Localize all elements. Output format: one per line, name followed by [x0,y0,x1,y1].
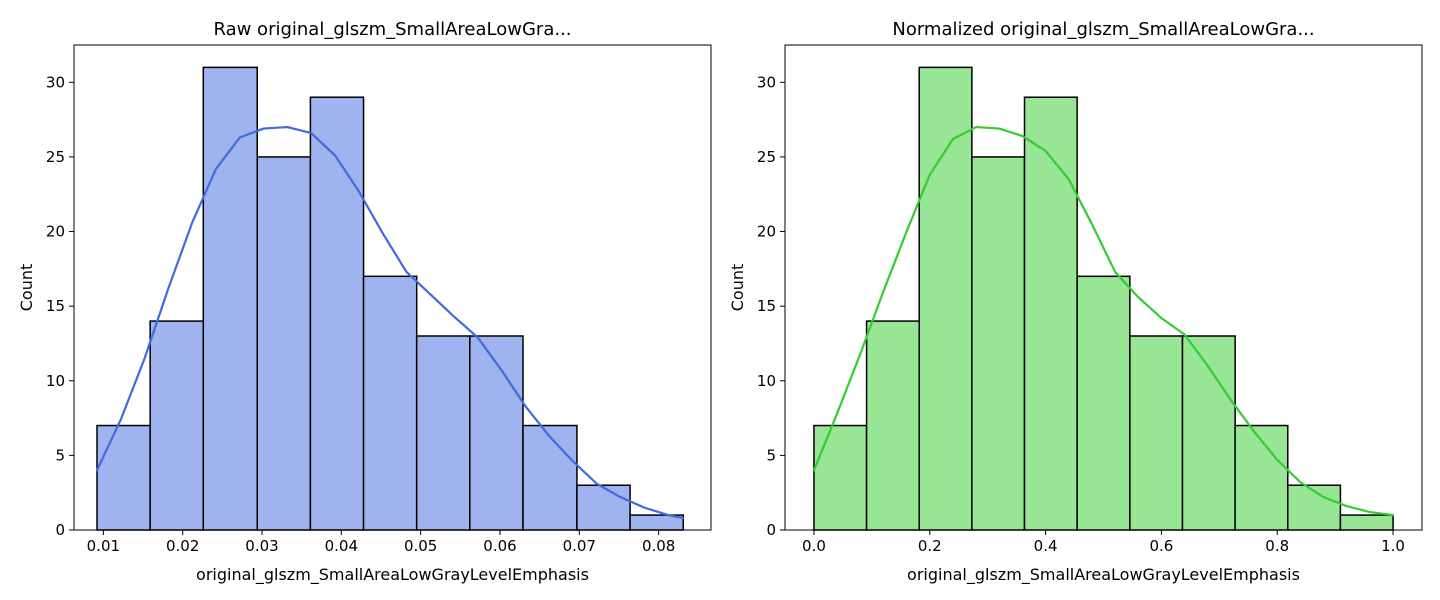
y-tick-label: 20 [46,223,65,241]
histogram-bar [576,484,631,531]
y-tick-label: 25 [46,148,65,166]
histogram-bar [865,320,920,531]
y-tick-label: 15 [46,297,65,315]
histogram-bar [149,320,205,531]
histogram-bar [1129,335,1184,531]
x-axis-label: original_glszm_SmallAreaLowGrayLevelEmph… [196,565,589,585]
kde-layer [95,125,685,520]
y-tick-label: 0 [55,521,65,539]
chart-title: Raw original_glszm_SmallAreaLowGra... [213,19,571,40]
x-tick-label: 1.0 [1381,537,1405,555]
histogram-bar [918,66,973,531]
chart-title: Normalized original_glszm_SmallAreaLowGr… [892,19,1314,40]
x-tick-label: 0.6 [1149,537,1173,555]
x-tick-label: 0.07 [563,537,596,555]
histogram-bar [362,275,418,531]
x-tick-label: 0.04 [325,537,358,555]
histogram-bar [813,424,868,531]
normalized-histogram-panel: Normalized original_glszm_SmallAreaLowGr… [728,19,1423,585]
y-tick-label: 10 [757,372,776,390]
histogram-bar [469,335,524,531]
y-tick-label: 5 [766,446,776,464]
histogram-bar [96,424,151,531]
y-tick-label: 0 [766,521,776,539]
plot-frame [73,44,712,531]
y-tick-label: 5 [55,446,65,464]
x-axis-ticks: 0.0 0.2 0.4 0.6 0.8 1.0 [802,530,1405,555]
x-tick-label: 0.2 [918,537,942,555]
y-axis-ticks: 0 5 10 15 20 25 30 [757,73,785,539]
x-tick-label: 0.02 [166,537,199,555]
x-tick-label: 0.05 [404,537,437,555]
y-tick-label: 25 [757,148,776,166]
plot-frame [784,44,1423,531]
kde-layer [812,125,1395,517]
histogram-bar [309,96,365,531]
histogram-bar [1181,335,1236,531]
histogram-bar [1339,514,1394,531]
raw-histogram-panel: Raw original_glszm_SmallAreaLowGra... 0.… [17,19,712,585]
bars [813,66,1394,531]
histogram-bar [1023,96,1078,531]
x-tick-label: 0.03 [245,537,278,555]
x-tick-label: 0.4 [1034,537,1058,555]
histogram-bar [522,424,578,531]
x-tick-label: 0.8 [1265,537,1289,555]
x-axis-label: original_glszm_SmallAreaLowGrayLevelEmph… [907,565,1300,585]
y-tick-label: 30 [757,73,776,91]
histogram-bar [971,156,1026,531]
x-tick-label: 0.0 [802,537,826,555]
y-tick-label: 10 [46,372,65,390]
y-axis-label: Count [17,264,36,312]
y-tick-label: 30 [46,73,65,91]
y-axis-label: Count [728,264,747,312]
histogram-bar [256,156,312,531]
bars [96,66,684,531]
x-tick-label: 0.06 [483,537,516,555]
histogram-bar [1076,275,1131,531]
x-tick-label: 0.01 [87,537,120,555]
y-tick-label: 20 [757,223,776,241]
kde-curve [95,125,685,520]
x-axis-ticks: 0.01 0.02 0.03 0.04 0.05 0.06 0.07 0.08 [87,530,675,555]
y-tick-label: 15 [757,297,776,315]
histogram-bar [202,66,258,531]
x-tick-label: 0.08 [642,537,675,555]
histogram-bar [415,335,471,531]
kde-curve [812,125,1395,517]
y-axis-ticks: 0 5 10 15 20 25 30 [46,73,74,539]
